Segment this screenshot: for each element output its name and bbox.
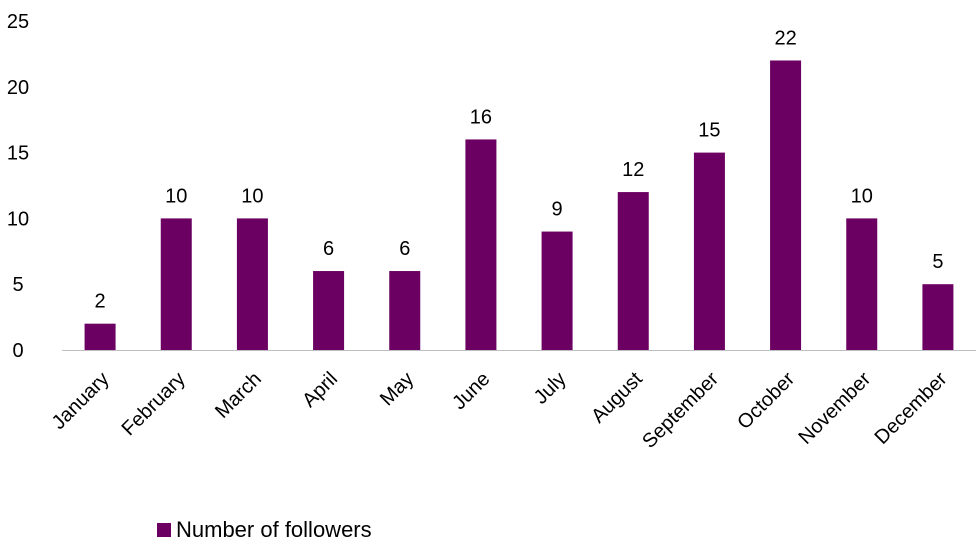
x-tick-label: November (794, 368, 875, 449)
x-tick-label: July (530, 368, 571, 409)
data-label: 10 (165, 185, 187, 207)
x-tick-label: October (733, 368, 799, 434)
legend: Number of followers (157, 517, 372, 542)
bar (236, 218, 268, 350)
legend-label: Number of followers (176, 517, 372, 542)
y-tick-label: 10 (7, 208, 29, 230)
data-label: 2 (95, 291, 106, 313)
y-tick-label: 25 (7, 11, 29, 33)
data-label: 12 (622, 159, 644, 181)
x-tick-label: February (118, 368, 190, 440)
data-label: 15 (698, 120, 720, 142)
data-label: 10 (851, 185, 873, 207)
data-label: 9 (552, 199, 563, 221)
data-label: 10 (241, 185, 263, 207)
y-axis: 0 5 10 15 20 25 (7, 11, 29, 362)
data-label: 6 (323, 238, 334, 260)
bar (693, 152, 725, 350)
y-tick-label: 0 (12, 340, 23, 362)
bar (617, 192, 649, 350)
data-label: 16 (470, 106, 492, 128)
bar (465, 139, 497, 350)
x-tick-label: June (448, 368, 494, 414)
bars: 2 10 10 6 6 16 9 12 15 22 10 5 (84, 27, 954, 350)
bar (389, 271, 421, 350)
bar (84, 323, 116, 350)
y-tick-label: 20 (7, 77, 29, 99)
x-tick-label: December (871, 368, 952, 449)
bar (313, 271, 345, 350)
x-tick-label: April (298, 368, 342, 412)
x-tick-label: September (638, 368, 723, 453)
x-tick-label: January (48, 368, 114, 434)
bar (846, 218, 878, 350)
y-tick-label: 5 (12, 274, 23, 296)
x-tick-label: May (376, 368, 418, 410)
x-tick-label: March (211, 368, 266, 423)
bar (922, 284, 954, 350)
data-label: 5 (932, 251, 943, 273)
bar (770, 60, 802, 350)
x-axis: January February March April May June July Augu… (48, 350, 976, 453)
bar (160, 218, 192, 350)
x-tick-label: August (587, 368, 647, 428)
bar (541, 231, 573, 350)
legend-swatch (157, 523, 171, 537)
y-tick-label: 15 (7, 143, 29, 165)
data-label: 22 (774, 27, 796, 49)
data-label: 6 (399, 238, 410, 260)
